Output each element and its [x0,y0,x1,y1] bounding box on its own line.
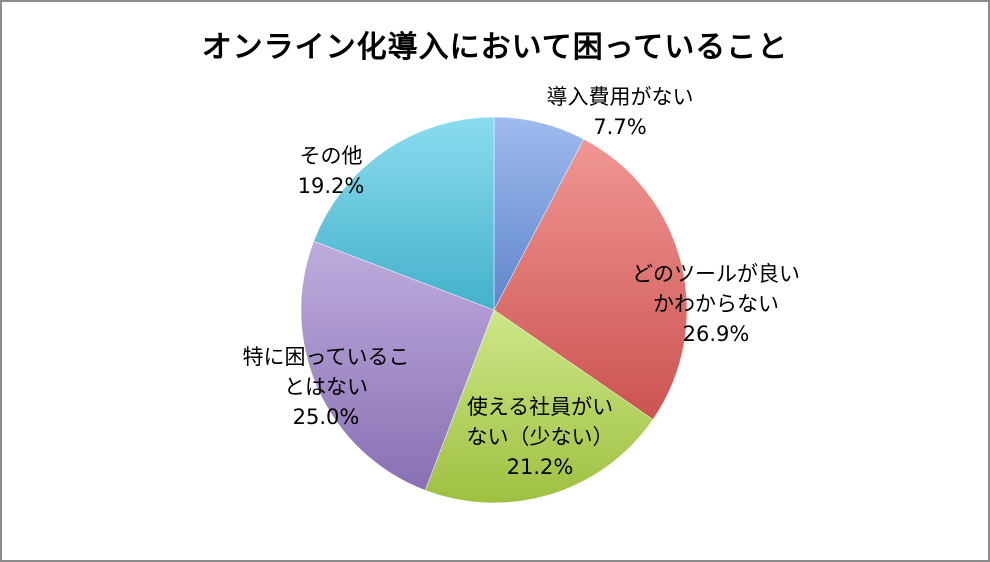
slice-label-4: 特に困っていることはない 25.0% [243,345,410,429]
slice-label-2: どのツールが良いかわからない 26.9% [632,262,800,346]
pie-slice-4 [300,240,495,491]
slice-label-3: 使える社員がいない（少ない） 21.2% [467,395,614,479]
chart-title: オンライン化導入において困っていること [201,30,789,65]
pie-slice-2 [493,138,688,420]
slice-label-1: 導入費用がない 7.7% [547,85,694,139]
pie-slice-3 [424,309,654,504]
pie-slice-1 [493,116,585,311]
pie-slice-5 [313,116,495,311]
slice-label-5: その他 19.2% [298,144,365,198]
